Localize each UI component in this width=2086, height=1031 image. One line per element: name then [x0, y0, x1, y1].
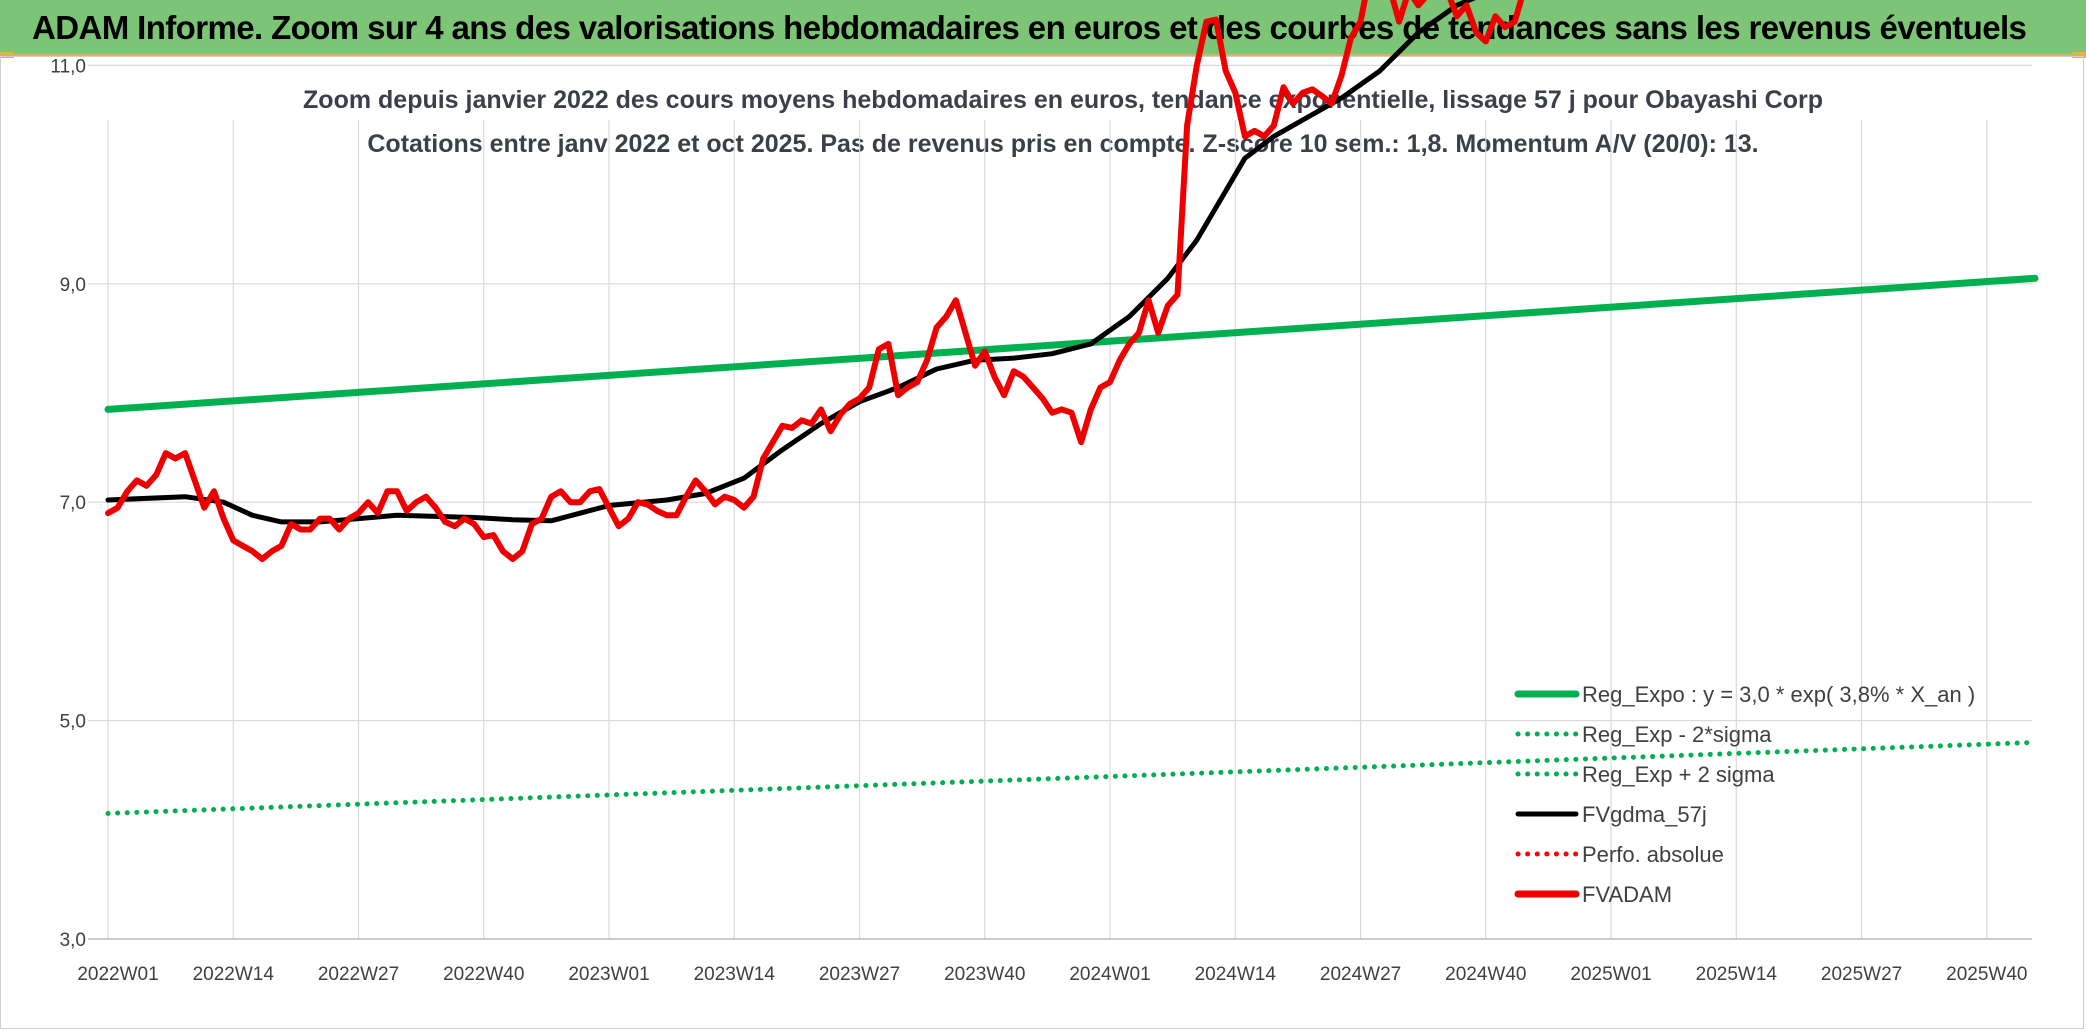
legend-label-2: Reg_Exp + 2 sigma [1582, 762, 1775, 787]
x-tick-label: 2022W40 [443, 964, 524, 985]
y-tick-label: 5,0 [60, 712, 86, 733]
x-tick-label: 2022W01 [77, 964, 158, 985]
x-tick-label: 2022W14 [193, 964, 275, 985]
legend-label-1: Reg_Exp - 2*sigma [1582, 722, 1772, 747]
x-tick-label: 2025W27 [1821, 964, 1902, 985]
chart-title-line2: Cotations entre janv 2022 et oct 2025. P… [367, 130, 1758, 158]
x-tick-label: 2023W27 [819, 964, 900, 985]
series-line-3 [105, 0, 1476, 525]
x-tick-label: 2023W01 [568, 964, 649, 985]
y-tick-label: 11,0 [50, 56, 86, 77]
series-lines [104, 0, 2039, 816]
corner-mark-left [0, 52, 14, 58]
x-tick-label: 2025W14 [1696, 964, 1778, 985]
series-line-0 [104, 274, 2039, 413]
series-line-5 [105, 0, 1525, 562]
page-title: ADAM Informe. Zoom sur 4 ans des valoris… [32, 9, 2027, 46]
x-tick-label: 2024W14 [1195, 964, 1277, 985]
header-banner: ADAM Informe. Zoom sur 4 ans des valoris… [0, 0, 2086, 56]
y-tick-label: 7,0 [60, 493, 86, 514]
legend-label-4: Perfo. absolue [1582, 842, 1724, 867]
x-tick-label: 2024W40 [1445, 964, 1526, 985]
x-tick-label: 2023W40 [944, 964, 1025, 985]
legend: Reg_Expo : y = 3,0 * exp( 3,8% * X_an ) R… [1514, 682, 1975, 907]
legend-label-5: FVADAM [1582, 882, 1672, 907]
x-tick-label: 2024W27 [1320, 964, 1401, 985]
y-tick-label: 9,0 [60, 275, 86, 296]
x-tick-label: 2022W27 [318, 964, 399, 985]
chart-frame [0, 56, 2084, 1029]
x-tick-label: 2025W01 [1570, 964, 1651, 985]
legend-label-3: FVgdma_57j [1582, 802, 1707, 827]
x-tick-label: 2025W40 [1946, 964, 2027, 985]
legend-label-0: Reg_Expo : y = 3,0 * exp( 3,8% * X_an ) [1582, 682, 1975, 707]
y-tick-label: 3,0 [60, 930, 86, 951]
chart-title-line1: Zoom depuis janvier 2022 des cours moyen… [303, 86, 1823, 114]
x-tick-label: 2023W14 [694, 964, 776, 985]
axis-labels: 3,05,07,09,011,013,015,017,02022W012022W… [50, 56, 2027, 985]
grid [88, 64, 2032, 940]
x-tick-label: 2024W01 [1069, 964, 1150, 985]
corner-mark-right [2072, 52, 2086, 58]
